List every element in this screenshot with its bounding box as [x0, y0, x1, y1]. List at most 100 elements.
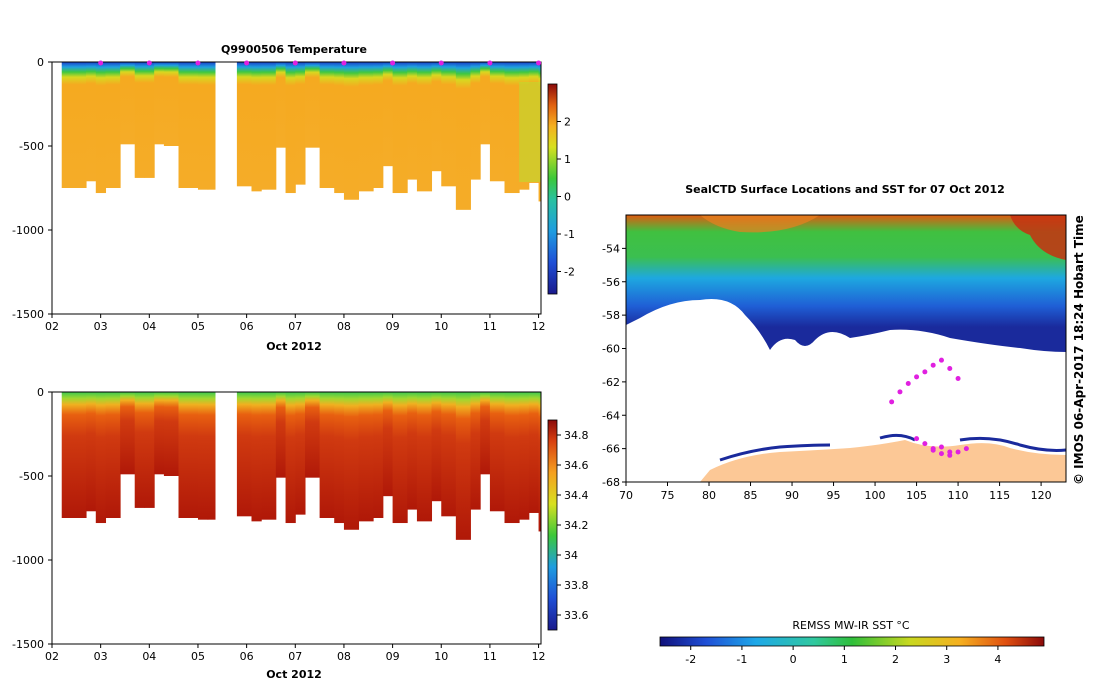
temperature-profile-column [407, 62, 418, 180]
temperature-profile-column [275, 62, 287, 148]
salinity-xtick-label: 10 [434, 650, 448, 663]
temperature-panel: Q9900506 Temperature 0-500-1000-1500 02 0… [12, 43, 575, 353]
temperature-profile-column [188, 62, 199, 188]
salinity-profile-column [105, 392, 121, 518]
salinity-profile-column [407, 392, 418, 510]
temperature-xtick-label: 02 [45, 320, 59, 333]
salinity-cbtick-label: 34.2 [564, 519, 589, 532]
temperature-cbtick-label: 0 [564, 191, 571, 204]
seal-location-point [938, 451, 944, 457]
salinity-profile-column [392, 392, 408, 524]
map-xtick-label: 105 [906, 489, 927, 502]
temperature-profile-column [431, 62, 442, 172]
sst-colorbar-label: REMSS MW-IR SST °C [792, 619, 910, 632]
map-xtick-label: 115 [989, 489, 1010, 502]
temperature-profile-column [295, 62, 306, 185]
salinity-xtick-label: 08 [337, 650, 351, 663]
temperature-ytick-label: 0 [37, 56, 44, 69]
temperature-profile-column [489, 62, 506, 182]
salinity-profile-column [343, 392, 360, 530]
salinity-xtick-label: 12 [532, 650, 546, 663]
salinity-cbtick-label: 34.4 [564, 489, 589, 502]
salinity-profile-column [358, 392, 374, 522]
salinity-xtick-label: 07 [288, 650, 302, 663]
salinity-profile-column [86, 392, 97, 512]
cast-marker [98, 60, 104, 66]
temperature-profile-column [163, 62, 180, 146]
salinity-profile-column [144, 392, 155, 508]
seal-location-point [914, 374, 920, 380]
temperature-profile-column [373, 62, 384, 188]
temperature-profile-column [334, 62, 345, 194]
salinity-profile-column [251, 392, 262, 522]
map-xtick-label: 80 [702, 489, 716, 502]
seal-location-point [930, 362, 936, 368]
salinity-xtick-label: 02 [45, 650, 59, 663]
salinity-cbtick-label: 34.8 [564, 429, 589, 442]
temperature-cbtick-label: 2 [564, 116, 571, 129]
salinity-profile-column [154, 392, 165, 475]
temperature-profile-column [470, 62, 481, 180]
temperature-profile-column [105, 62, 121, 188]
map-ytick-label: -54 [602, 242, 620, 255]
map-xtick-label: 95 [827, 489, 841, 502]
salinity-profile-column [334, 392, 345, 524]
salinity-profile-column [61, 392, 77, 518]
seal-location-point [922, 441, 928, 447]
salinity-ytick-label: -500 [19, 470, 44, 483]
cast-marker [341, 60, 347, 66]
temperature-profile-column [382, 62, 394, 167]
sst-cbtick-label: 0 [790, 653, 797, 666]
temperature-profile-column [86, 62, 97, 182]
salinity-profile-column [528, 392, 540, 513]
cast-marker [487, 60, 493, 66]
map-ytick-label: -60 [602, 343, 620, 356]
cast-marker [438, 60, 444, 66]
temperature-profile-column [319, 62, 335, 188]
temperature-profile-column [392, 62, 408, 194]
temperature-profile-column [178, 62, 189, 188]
seal-location-point [938, 444, 944, 450]
sst-cbtick-label: -2 [685, 653, 696, 666]
temperature-profile-column [358, 62, 374, 192]
salinity-profile-column [480, 392, 491, 475]
sst-cbtick-label: 4 [994, 653, 1001, 666]
temperature-profile-column [441, 62, 457, 187]
salinity-profile-column [382, 392, 394, 497]
salinity-profile-column [416, 392, 433, 522]
temperature-cbtick-label: -2 [564, 266, 575, 279]
temperature-xtick-label: 12 [532, 320, 546, 333]
salinity-xtick-label: 05 [191, 650, 205, 663]
seal-location-point [955, 449, 961, 455]
salinity-profile-column [261, 392, 277, 520]
salinity-xtick-label: 11 [483, 650, 497, 663]
credit-text: © IMOS 06-Apr-2017 18:24 Hobart Time [1072, 215, 1086, 485]
temperature-xtick-label: 06 [240, 320, 254, 333]
cast-marker [390, 60, 396, 66]
salinity-profile-column [275, 392, 287, 478]
salinity-profile-column [120, 392, 136, 475]
temperature-xtick-label: 09 [386, 320, 400, 333]
temperature-profile-column [285, 62, 296, 194]
map-xtick-label: 110 [948, 489, 969, 502]
salinity-profile-column [197, 392, 209, 520]
salinity-profile-column [470, 392, 481, 510]
sst-cbtick-label: 3 [943, 653, 950, 666]
temperature-xtick-label: 03 [94, 320, 108, 333]
temperature-profile-column [120, 62, 136, 145]
sea-ice-region [626, 299, 1066, 482]
sst-cbtick-label: 1 [841, 653, 848, 666]
antarctic-land [700, 440, 1066, 482]
salinity-colorbar [547, 419, 558, 631]
map-ytick-label: -56 [602, 276, 620, 289]
cast-marker [536, 60, 542, 66]
salinity-panel: 0 -500 -1000 -1500 02 03 04 05 06 07 08 09 10 11 12 O… [12, 386, 588, 681]
salinity-profile-column [373, 392, 384, 518]
temperature-profile-column [144, 62, 155, 178]
salinity-profile-column [285, 392, 296, 524]
temperature-profile-column [134, 62, 145, 178]
seal-location-point [930, 446, 936, 452]
temperature-profile-column [61, 62, 77, 188]
salinity-profile-column [207, 392, 216, 520]
